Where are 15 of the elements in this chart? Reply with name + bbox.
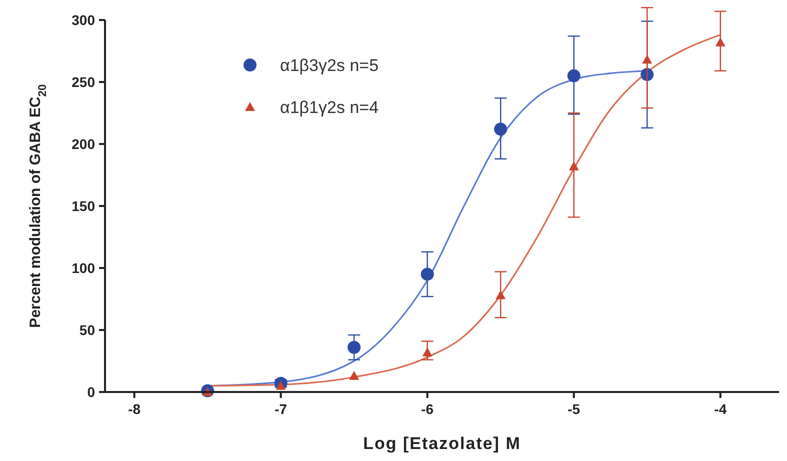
y-tick-label: 50 — [79, 322, 96, 338]
y-tick-label: 300 — [72, 12, 96, 28]
x-tick-label: -8 — [128, 401, 141, 417]
x-tick-label: -7 — [274, 401, 288, 417]
y-tick-label: 200 — [72, 136, 96, 152]
y-tick-label: 250 — [72, 74, 96, 90]
y-tick-label: 100 — [72, 260, 96, 276]
legend-label: α1β1γ2s n=4 — [280, 98, 379, 117]
x-axis-title: Log [Etazolate] M — [363, 434, 521, 453]
x-tick-label: -4 — [714, 401, 727, 417]
y-tick-label: 0 — [87, 384, 96, 400]
legend-label: α1β3γ2s n=5 — [280, 56, 379, 75]
y-tick-label: 150 — [72, 198, 96, 214]
x-tick-label: -5 — [568, 401, 580, 417]
x-tick-label: -6 — [421, 401, 434, 417]
